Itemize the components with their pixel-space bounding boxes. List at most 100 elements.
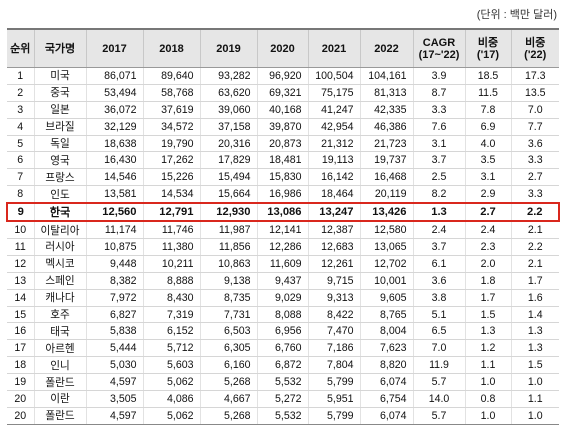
value-cell: 5,532 bbox=[256, 407, 308, 425]
value-cell: 1.7 bbox=[464, 289, 511, 307]
value-cell: 15,830 bbox=[256, 168, 308, 187]
value-cell: 1.0 bbox=[510, 407, 559, 425]
rank-cell: 3 bbox=[7, 101, 34, 119]
value-cell: 104,161 bbox=[359, 67, 413, 85]
value-cell: 1.3 bbox=[510, 322, 559, 341]
rank-cell: 10 bbox=[7, 221, 34, 240]
column-header: 2017 bbox=[85, 28, 143, 68]
country-cell: 인니 bbox=[33, 356, 86, 375]
rank-cell: 6 bbox=[7, 151, 34, 170]
value-cell: 8,422 bbox=[307, 306, 360, 324]
value-cell: 1.0 bbox=[510, 373, 559, 392]
value-cell: 14,546 bbox=[85, 168, 143, 187]
country-ranking-table: 순위 국가명 2017 2018 2019 2020 2021 2022 CAGR (17~'22… bbox=[6, 28, 560, 425]
value-cell: 6.1 bbox=[412, 255, 465, 273]
value-cell: 4,597 bbox=[85, 373, 143, 392]
value-cell: 7,319 bbox=[142, 306, 200, 324]
value-cell: 13,065 bbox=[359, 238, 413, 256]
value-cell: 18,464 bbox=[307, 185, 360, 204]
country-cell: 캐나다 bbox=[33, 289, 86, 307]
value-cell: 2.1 bbox=[510, 255, 559, 273]
value-cell: 1.1 bbox=[464, 356, 511, 375]
value-cell: 8.2 bbox=[412, 185, 465, 204]
table-row: 16 태국 5,838 6,152 6,503 6,956 7,470 8,004 6.5 1.3… bbox=[7, 322, 559, 341]
country-cell: 한국 bbox=[33, 202, 86, 223]
country-cell: 폴란드 bbox=[33, 373, 86, 392]
country-cell: 영국 bbox=[33, 151, 86, 170]
table-row: 7 프랑스 14,546 15,226 15,494 15,830 16,142 16,468… bbox=[7, 168, 559, 187]
value-cell: 5,951 bbox=[307, 390, 360, 408]
value-cell: 5,838 bbox=[85, 322, 143, 341]
rank-cell: 17 bbox=[7, 339, 34, 358]
value-cell: 63,620 bbox=[199, 84, 257, 102]
table-row: 15 호주 6,827 7,319 7,731 8,088 8,422 8,765 5.1 1.5… bbox=[7, 306, 559, 324]
table-row: 13 스페인 8,382 8,888 9,138 9,437 9,715 10,001 3.6 1… bbox=[7, 272, 559, 290]
value-cell: 16,430 bbox=[85, 151, 143, 170]
value-cell: 6,160 bbox=[199, 356, 257, 375]
value-cell: 2.9 bbox=[464, 185, 511, 204]
value-cell: 1.3 bbox=[510, 339, 559, 358]
value-cell: 3.1 bbox=[464, 168, 511, 187]
value-cell: 2.4 bbox=[464, 221, 511, 240]
country-cell: 멕시코 bbox=[33, 255, 86, 273]
value-cell: 5,268 bbox=[199, 373, 257, 392]
value-cell: 9,448 bbox=[85, 255, 143, 273]
country-cell: 호주 bbox=[33, 306, 86, 324]
value-cell: 3.6 bbox=[510, 135, 559, 153]
rank-cell: 7 bbox=[7, 168, 34, 187]
value-cell: 34,572 bbox=[142, 118, 200, 136]
value-cell: 11,174 bbox=[85, 221, 143, 240]
value-cell: 41,247 bbox=[307, 101, 360, 119]
column-header: 국가명 bbox=[33, 28, 86, 68]
value-cell: 13,086 bbox=[256, 202, 308, 223]
value-cell: 69,321 bbox=[256, 84, 308, 102]
value-cell: 46,386 bbox=[359, 118, 413, 136]
value-cell: 12,286 bbox=[256, 238, 308, 256]
value-cell: 3.8 bbox=[412, 289, 465, 307]
value-cell: 13.5 bbox=[510, 84, 559, 102]
value-cell: 21,312 bbox=[307, 135, 360, 153]
value-cell: 16,468 bbox=[359, 168, 413, 187]
value-cell: 12,580 bbox=[359, 221, 413, 240]
rank-cell: 19 bbox=[7, 373, 34, 392]
value-cell: 2.7 bbox=[464, 202, 511, 223]
rank-cell: 18 bbox=[7, 356, 34, 375]
rank-cell: 1 bbox=[7, 67, 34, 85]
value-cell: 5.7 bbox=[412, 407, 465, 425]
value-cell: 15,226 bbox=[142, 168, 200, 187]
value-cell: 6,760 bbox=[256, 339, 308, 358]
value-cell: 17.3 bbox=[510, 67, 559, 85]
value-cell: 13,581 bbox=[85, 185, 143, 204]
rank-cell: 20 bbox=[7, 407, 34, 425]
value-cell: 7,731 bbox=[199, 306, 257, 324]
value-cell: 7,804 bbox=[307, 356, 360, 375]
value-cell: 12,930 bbox=[199, 202, 257, 223]
table-header-row: 순위 국가명 2017 2018 2019 2020 2021 2022 CAGR (17~'22… bbox=[7, 28, 559, 68]
value-cell: 9,313 bbox=[307, 289, 360, 307]
value-cell: 2.5 bbox=[412, 168, 465, 187]
value-cell: 11,987 bbox=[199, 221, 257, 240]
country-cell: 폴란드 bbox=[33, 407, 86, 425]
value-cell: 5,062 bbox=[142, 407, 200, 425]
value-cell: 19,790 bbox=[142, 135, 200, 153]
value-cell: 5.7 bbox=[412, 373, 465, 392]
value-cell: 6.9 bbox=[464, 118, 511, 136]
value-cell: 100,504 bbox=[307, 67, 360, 85]
country-cell: 러시아 bbox=[33, 238, 86, 256]
country-cell: 일본 bbox=[33, 101, 86, 119]
rank-cell: 13 bbox=[7, 272, 34, 290]
table-row: 1 미국 86,071 89,640 93,282 96,920 100,504 104,16… bbox=[7, 67, 559, 85]
value-cell: 10,001 bbox=[359, 272, 413, 290]
table-row: 11 러시아 10,875 11,380 11,856 12,286 12,683 13,06… bbox=[7, 238, 559, 256]
rank-cell: 14 bbox=[7, 289, 34, 307]
table-body: 1 미국 86,071 89,640 93,282 96,920 100,504 104,16… bbox=[6, 67, 560, 425]
value-cell: 3.3 bbox=[412, 101, 465, 119]
rank-cell: 4 bbox=[7, 118, 34, 136]
value-cell: 11,609 bbox=[256, 255, 308, 273]
value-cell: 14,534 bbox=[142, 185, 200, 204]
value-cell: 9,605 bbox=[359, 289, 413, 307]
value-cell: 7.7 bbox=[510, 118, 559, 136]
column-header: 2020 bbox=[256, 28, 308, 68]
value-cell: 18.5 bbox=[464, 67, 511, 85]
column-header: 순위 bbox=[7, 28, 34, 68]
